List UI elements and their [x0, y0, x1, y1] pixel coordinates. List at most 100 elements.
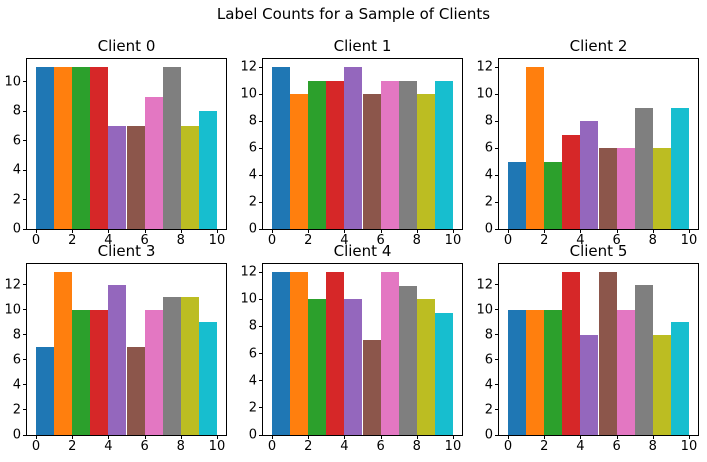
bar: [416, 299, 435, 435]
x-tick-label: 6: [376, 439, 385, 454]
y-tick-label: 8: [248, 113, 257, 129]
bar: [90, 309, 109, 435]
y-tick: [495, 434, 499, 436]
x-tick: [144, 229, 146, 233]
y-tick: [259, 201, 263, 203]
bar: [580, 121, 599, 229]
bar: [634, 107, 653, 229]
bar: [670, 107, 689, 229]
bar: [526, 309, 545, 435]
bar: [544, 161, 563, 229]
x-tick: [72, 435, 74, 439]
bar: [362, 340, 381, 435]
y-tick-label: 0: [12, 221, 21, 237]
x-tick-label: 10: [444, 439, 462, 454]
x-tick: [108, 435, 110, 439]
axes-title: Client 1: [333, 37, 392, 55]
x-tick-label: 6: [376, 233, 385, 248]
y-tick: [495, 334, 499, 336]
x-tick: [452, 229, 454, 233]
bar: [616, 148, 635, 229]
bar: [380, 272, 399, 435]
x-tick: [616, 435, 618, 439]
y-tick-label: 6: [484, 352, 493, 368]
subplot-client-3: Client 3 0 2 4 6 8 10 0 2 4 6 8 10 12: [4, 242, 227, 453]
x-tick-label: 2: [68, 439, 77, 454]
bar: [308, 299, 327, 435]
subplot-client-2: Client 2 0 2 4 6 8 10 0 2 4 6 8 10 12: [476, 37, 699, 247]
x-tick: [616, 229, 618, 233]
subplot-client-1: Client 1 0 2 4 6 8 10 0 2 4 6 8 10 12: [240, 37, 463, 247]
y-tick: [23, 334, 27, 336]
x-tick-label: 10: [208, 439, 226, 454]
axes-title: Client 4: [333, 242, 392, 260]
x-tick-label: 2: [68, 233, 77, 248]
x-tick: [688, 435, 690, 439]
y-tick: [495, 359, 499, 361]
y-tick: [495, 228, 499, 230]
y-tick-label: 0: [484, 427, 493, 443]
x-tick: [688, 229, 690, 233]
x-tick-label: 0: [31, 439, 41, 454]
x-tick: [380, 229, 382, 233]
bar: [344, 67, 363, 229]
axes-title: Client 3: [97, 242, 156, 260]
x-tick: [508, 435, 510, 439]
bar: [126, 125, 145, 229]
y-tick-label: 12: [240, 59, 257, 75]
y-tick: [259, 271, 263, 273]
x-tick-label: 8: [648, 233, 657, 248]
y-tick: [495, 309, 499, 311]
subplot-client-5: Client 5 0 2 4 6 8 10 0 2 4 6 8 10 12: [476, 242, 699, 453]
y-tick: [259, 147, 263, 149]
x-tick-label: 6: [612, 233, 621, 248]
bar: [108, 125, 127, 229]
x-tick: [544, 229, 546, 233]
bar: [326, 80, 345, 229]
x-tick: [344, 229, 346, 233]
bar: [580, 334, 599, 435]
bar: [54, 67, 73, 229]
x-tick: [580, 229, 582, 233]
bar: [544, 309, 563, 435]
axes-title: Client 2: [569, 37, 628, 55]
bar: [562, 134, 581, 229]
bar: [162, 67, 181, 229]
bar: [54, 272, 73, 435]
x-tick-label: 2: [540, 439, 549, 454]
y-tick-label: 10: [476, 86, 493, 102]
y-tick: [495, 384, 499, 386]
x-tick: [652, 229, 654, 233]
x-tick: [144, 435, 146, 439]
y-tick: [23, 309, 27, 311]
y-tick-label: 6: [12, 352, 21, 368]
x-tick-label: 8: [412, 439, 421, 454]
y-tick-label: 8: [484, 327, 493, 343]
x-tick: [272, 435, 274, 439]
y-tick-label: 10: [4, 74, 21, 90]
x-tick-label: 6: [140, 233, 149, 248]
y-tick: [259, 298, 263, 300]
y-tick: [259, 434, 263, 436]
x-tick-label: 4: [576, 233, 585, 248]
x-tick: [652, 435, 654, 439]
bar: [362, 94, 381, 229]
y-tick-label: 4: [484, 377, 493, 393]
bar: [198, 322, 217, 435]
y-tick: [495, 120, 499, 122]
bar: [508, 161, 527, 229]
bar: [36, 67, 55, 229]
y-tick-label: 4: [12, 377, 21, 393]
bar: [72, 67, 91, 229]
x-tick-label: 2: [304, 233, 313, 248]
bar: [108, 284, 127, 435]
y-tick-label: 2: [248, 400, 257, 416]
y-tick-label: 4: [248, 373, 257, 389]
x-tick-label: 8: [176, 439, 185, 454]
y-tick-label: 4: [12, 162, 21, 178]
y-tick: [23, 228, 27, 230]
y-tick-label: 10: [240, 86, 257, 102]
y-tick: [259, 228, 263, 230]
y-tick: [495, 174, 499, 176]
x-tick-label: 2: [540, 233, 549, 248]
